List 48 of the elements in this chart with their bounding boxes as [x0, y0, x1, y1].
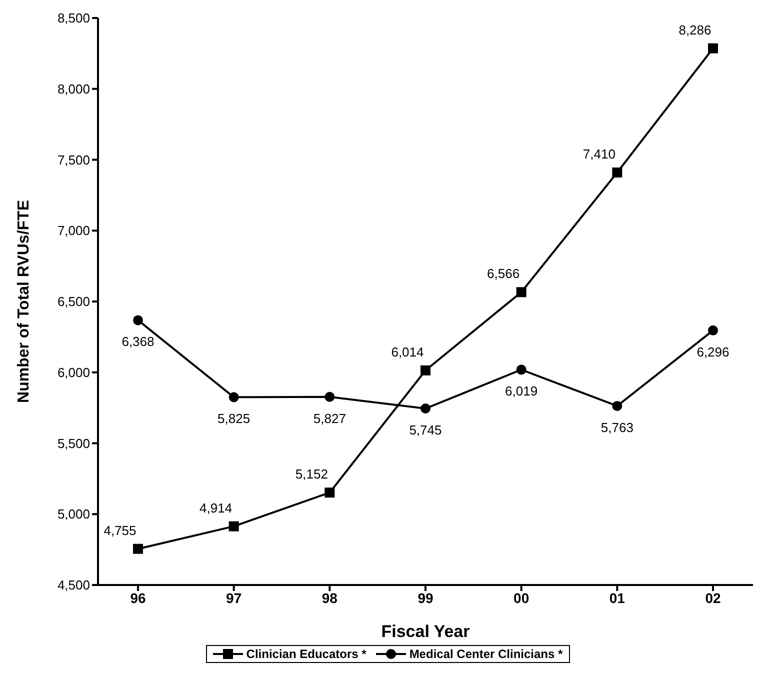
- point: [708, 43, 718, 54]
- y-tick-label: 5,000: [57, 506, 90, 522]
- data-label: 7,410: [582, 146, 616, 162]
- data-label: 4,755: [104, 522, 136, 538]
- point: [324, 488, 335, 498]
- y-tick-label: 7,000: [57, 223, 90, 238]
- point: [516, 287, 526, 298]
- x-tick-label: 96: [130, 590, 146, 606]
- y-tick-label: 8,500: [57, 10, 90, 26]
- data-label: 6,566: [487, 266, 520, 282]
- y-axis-title: Number of Total RVUs/FTE: [16, 200, 33, 403]
- x-tick-label: 01: [609, 590, 626, 606]
- point: [133, 544, 143, 554]
- x-tick-label: 98: [322, 590, 338, 606]
- y-tick-label: 6,000: [57, 364, 90, 380]
- data-label: 5,152: [295, 466, 328, 482]
- data-label: 6,296: [696, 344, 730, 360]
- x-tick-label: 02: [705, 590, 721, 606]
- y-tick-label: 8,000: [57, 81, 90, 96]
- y-tick-label: 7,500: [57, 152, 90, 168]
- x-tick-label: 00: [514, 590, 530, 606]
- data-label: 8,286: [678, 22, 712, 38]
- data-label: 6,368: [122, 334, 154, 350]
- data-label: 5,825: [218, 411, 250, 426]
- y-tick-label: 5,500: [57, 436, 90, 451]
- point: [708, 325, 718, 336]
- data-label: 5,745: [409, 422, 442, 438]
- point: [516, 364, 526, 375]
- y-tick-label: 4,500: [57, 578, 90, 593]
- legend-label: Clinician Educators *: [246, 647, 366, 661]
- data-label: 6,019: [505, 384, 538, 399]
- legend-label: Medical Center Clinicians *: [409, 647, 563, 661]
- data-label: 5,763: [600, 420, 634, 435]
- point: [612, 400, 622, 411]
- data-label: 5,827: [313, 410, 346, 426]
- point: [420, 365, 430, 376]
- point: [324, 392, 335, 402]
- data-label: 6,014: [391, 344, 424, 360]
- y-tick-label: 6,500: [57, 294, 90, 310]
- x-tick-label: 99: [418, 590, 434, 606]
- point: [420, 404, 430, 414]
- point: [228, 392, 239, 402]
- point: [612, 168, 622, 178]
- point: [228, 521, 239, 532]
- data-label: 4,914: [200, 500, 232, 516]
- x-axis-title: Fiscal Year: [381, 622, 470, 641]
- x-tick-label: 97: [226, 590, 242, 606]
- point: [133, 315, 143, 326]
